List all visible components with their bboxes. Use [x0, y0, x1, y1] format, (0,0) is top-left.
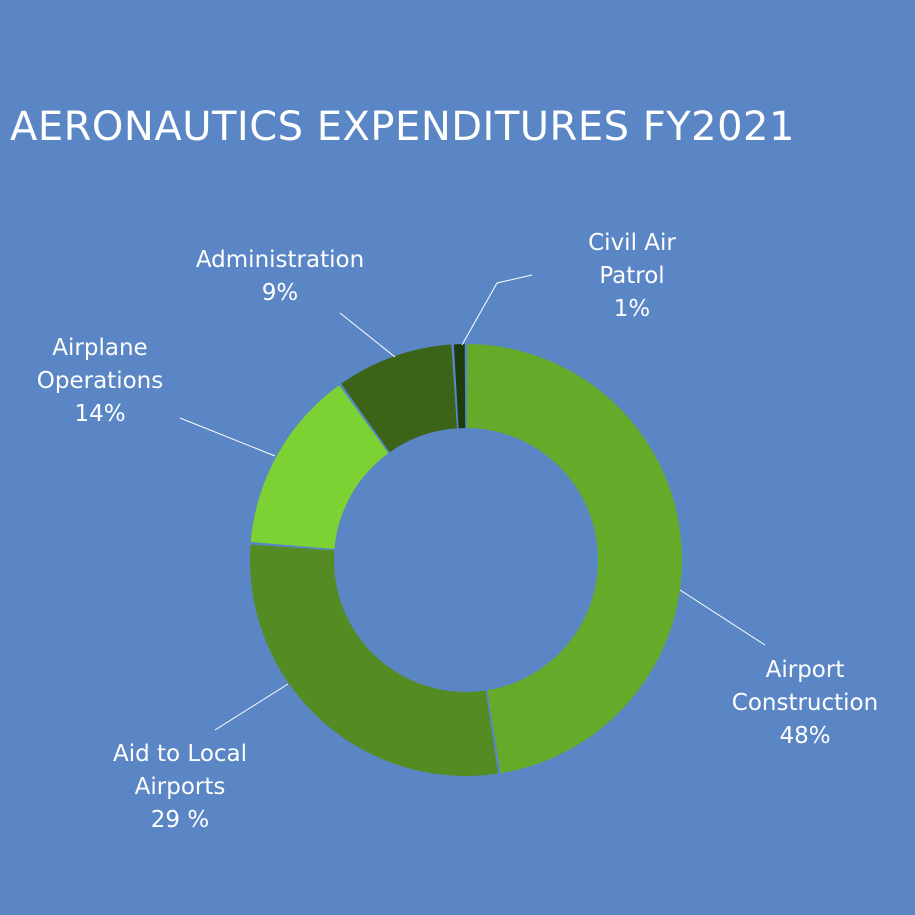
- slice-airplane-operations: [250, 385, 389, 549]
- slice-label: Airplane Operations 14%: [37, 335, 163, 427]
- slice-label: Airport Construction 48%: [732, 657, 878, 749]
- leader-line: [179, 417, 276, 457]
- slice-label: Civil Air Patrol 1%: [588, 230, 676, 322]
- slice-administration: [341, 344, 458, 453]
- slice-aid-to-local-airports: [249, 544, 499, 776]
- leader-line: [339, 312, 396, 358]
- slice-civil-air-patrol: [453, 344, 466, 429]
- chart-title: AERONAUTICS EXPENDITURES FY2021: [10, 104, 795, 150]
- leader-line: [679, 589, 766, 646]
- slice-label: Administration 9%: [196, 247, 364, 306]
- leader-line: [461, 274, 533, 346]
- slice-label: Aid to Local Airports 29 %: [113, 741, 247, 833]
- slice-airport-construction: [466, 344, 683, 774]
- leader-line: [214, 683, 289, 731]
